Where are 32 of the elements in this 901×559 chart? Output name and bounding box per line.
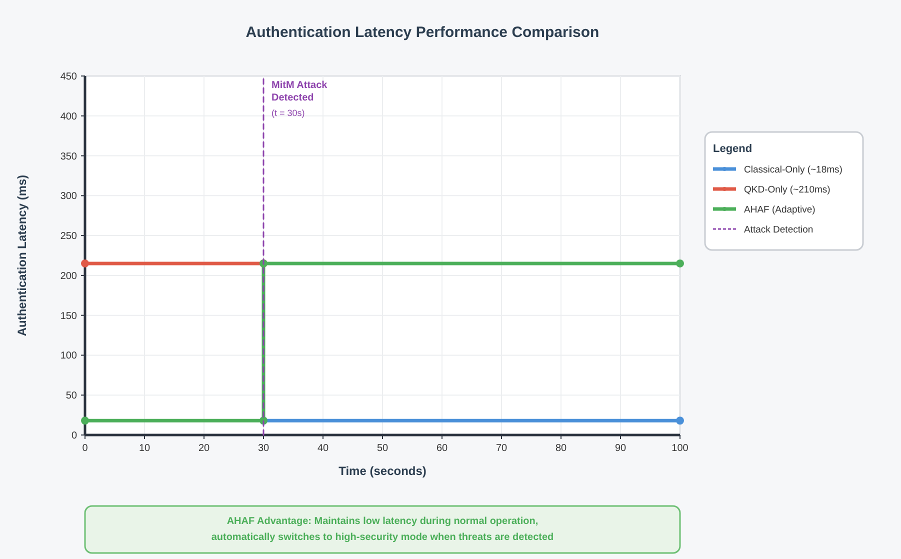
x-tick-label: 80 — [555, 443, 567, 454]
legend-label: AHAF (Adaptive) — [744, 204, 816, 216]
x-tick-label: 50 — [376, 443, 388, 454]
y-tick-label: 50 — [66, 390, 78, 402]
y-axis-title: Authentication Latency (ms) — [15, 174, 29, 336]
y-tick-label: 200 — [60, 270, 78, 282]
annotation: (t = 30s) — [272, 108, 305, 118]
y-tick-label: 150 — [60, 310, 78, 322]
y-tick-label: 300 — [60, 191, 78, 202]
x-tick-label: 90 — [614, 443, 626, 454]
legend-label: QKD-Only (~210ms) — [744, 184, 830, 196]
text: AHAF Advantage: Maintains low latency during normal operation, automatically switches to high-security mode when threats are detected — [211, 516, 554, 543]
y-tick-label: 450 — [60, 72, 78, 82]
legend-title: Legend — [713, 143, 752, 155]
legend-label: Attack Detection — [744, 224, 814, 236]
annotation: MitM Attack Detected — [272, 80, 328, 104]
y-tick-label: 250 — [60, 231, 78, 242]
y-tick-label: 400 — [60, 111, 78, 122]
y-tick-label: 0 — [71, 430, 78, 442]
y-tick-label: 350 — [60, 151, 78, 162]
y-tick-label: 100 — [60, 350, 78, 362]
x-tick-label: 20 — [198, 443, 210, 454]
x-tick-label: 60 — [436, 443, 448, 454]
x-axis-title: Time (seconds) — [338, 464, 426, 478]
x-tick-label: 0 — [82, 443, 88, 454]
x-tick-label: 10 — [138, 443, 150, 454]
x-tick-label: 100 — [672, 443, 689, 454]
x-tick-label: 30 — [258, 443, 270, 454]
legend-label: Classical-Only (~18ms) — [744, 164, 842, 176]
x-tick-label: 40 — [317, 443, 329, 454]
chart-title: Authentication Latency Performance Comparison — [246, 24, 600, 41]
x-tick-label: 70 — [496, 443, 508, 454]
